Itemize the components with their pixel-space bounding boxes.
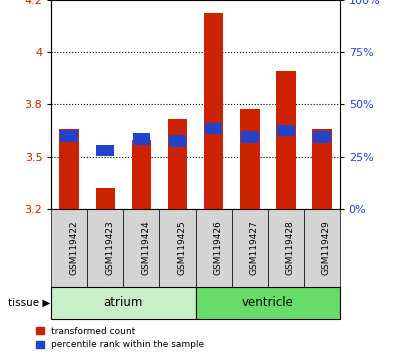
Bar <box>205 123 222 134</box>
Text: ventricle: ventricle <box>242 296 293 309</box>
Bar <box>96 145 114 156</box>
Bar <box>60 130 78 142</box>
Bar <box>204 12 224 209</box>
FancyBboxPatch shape <box>51 209 87 287</box>
FancyBboxPatch shape <box>51 287 196 319</box>
Text: GSM119427: GSM119427 <box>250 221 259 275</box>
Text: GSM119429: GSM119429 <box>322 221 331 275</box>
Text: GSM119425: GSM119425 <box>177 221 186 275</box>
Bar <box>312 130 331 209</box>
Bar <box>133 133 150 145</box>
Bar <box>240 109 260 209</box>
Text: GSM119428: GSM119428 <box>286 221 295 275</box>
FancyBboxPatch shape <box>123 209 160 287</box>
Bar <box>96 188 115 209</box>
Text: atrium: atrium <box>104 296 143 309</box>
FancyBboxPatch shape <box>267 209 304 287</box>
Bar <box>60 130 79 209</box>
Bar <box>276 71 295 209</box>
Text: GSM119424: GSM119424 <box>141 221 150 275</box>
Text: GSM119422: GSM119422 <box>70 221 78 275</box>
Text: tissue ▶: tissue ▶ <box>8 298 51 308</box>
Text: GSM119426: GSM119426 <box>214 221 222 275</box>
Bar <box>167 119 187 209</box>
Legend: transformed count, percentile rank within the sample: transformed count, percentile rank withi… <box>36 327 205 349</box>
FancyBboxPatch shape <box>87 209 123 287</box>
FancyBboxPatch shape <box>196 287 340 319</box>
FancyBboxPatch shape <box>231 209 267 287</box>
Bar <box>313 131 331 143</box>
Bar <box>241 131 258 143</box>
FancyBboxPatch shape <box>196 209 231 287</box>
Bar <box>169 135 186 147</box>
Bar <box>132 140 151 209</box>
FancyBboxPatch shape <box>160 209 196 287</box>
Text: GSM119423: GSM119423 <box>105 221 115 275</box>
Bar <box>277 125 295 136</box>
FancyBboxPatch shape <box>304 209 340 287</box>
